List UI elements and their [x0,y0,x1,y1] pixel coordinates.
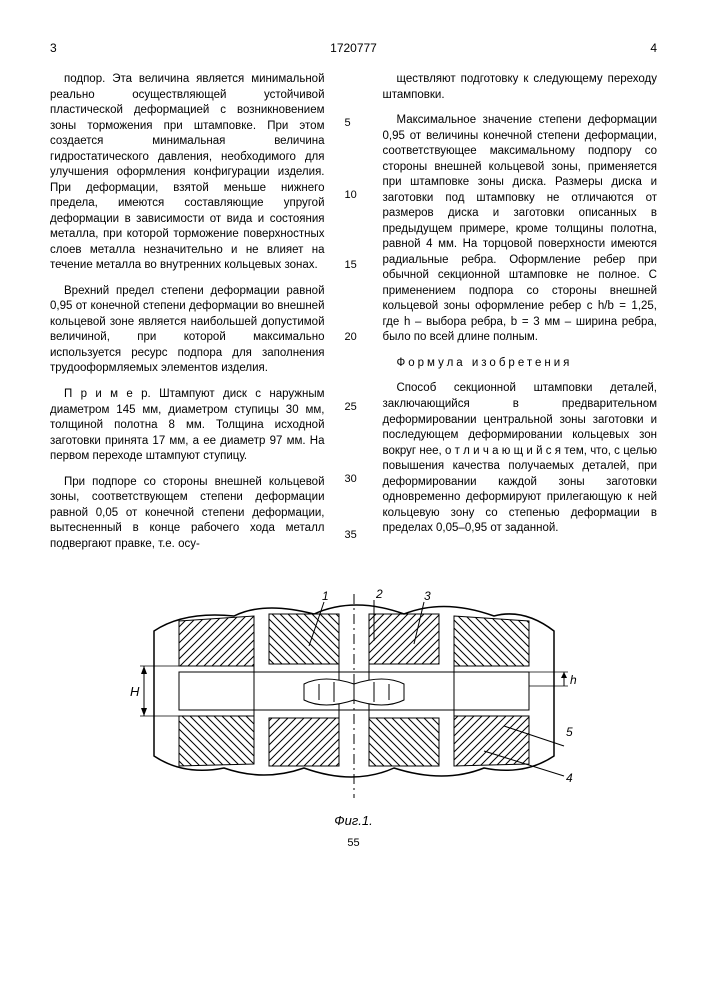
text-columns: подпор. Эта величина является минимально… [50,72,657,562]
left-column: подпор. Эта величина является минимально… [50,72,325,562]
fig-callout-1: 1 [322,589,329,603]
fig-callout-3: 3 [424,589,431,603]
left-para-3: П р и м е р. Штампуют диск с наружным ди… [50,387,325,465]
line-num-25: 25 [345,400,357,415]
line-num-5: 5 [345,116,351,131]
line-num-30: 30 [345,472,357,487]
claims-body: Способ секционной штамповки деталей, зак… [383,381,658,536]
left-para-2: Врехний предел степени деформации равной… [50,284,325,377]
line-num-35: 35 [345,528,357,543]
fig-label-H: H [130,684,140,699]
right-column: ществляют подготовку к следующему перехо… [383,72,658,562]
fig-callout-5: 5 [566,725,573,739]
line-num-55: 55 [50,836,657,851]
fig-callout-4: 4 [566,771,573,785]
patent-number: 1720777 [80,40,627,56]
right-para-2: Максимальное значение степени деформации… [383,113,658,346]
fig-label-h: h [570,673,577,687]
left-para-4: При подпоре со стороны внешней кольцевой… [50,475,325,553]
right-para-1: ществляют подготовку к следующему перехо… [383,72,658,103]
figure-caption: Фиг.1. [50,812,657,830]
line-number-gutter: 5 10 15 20 25 30 35 [345,72,363,562]
page-number-left: 3 [50,40,80,56]
fig-callout-2: 2 [375,587,383,601]
line-num-20: 20 [345,330,357,345]
left-para-1: подпор. Эта величина является минимально… [50,72,325,274]
page-header: 3 1720777 4 [50,40,657,56]
line-num-10: 10 [345,188,357,203]
figure-1: H h 1 2 3 5 4 Фиг.1. 55 [50,586,657,851]
page-number-right: 4 [627,40,657,56]
claims-title: Формула изобретения [383,356,658,372]
line-num-15: 15 [345,258,357,273]
fig1-drawing: H h 1 2 3 5 4 [124,586,584,806]
